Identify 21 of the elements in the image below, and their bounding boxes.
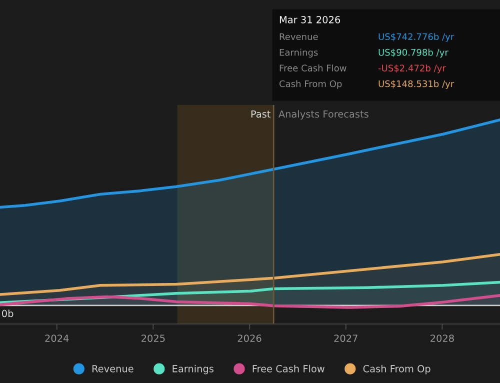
text: Mar 31 2026 [280, 16, 340, 24]
annotation: 0b [2, 310, 14, 318]
legend-label: Revenue [92, 365, 134, 372]
band-label: Past [251, 110, 270, 118]
x-tick-label: 2027 [334, 334, 358, 342]
text: -US$2.472b /yr [378, 64, 446, 74]
text: Earnings [280, 48, 318, 58]
legend-label: Free Cash Flow [252, 364, 324, 372]
x-tick-label: 2024 [45, 334, 69, 342]
ref-line-label: Analysts Forecasts [278, 110, 368, 120]
text: Free Cash Flow [280, 64, 346, 72]
text: Revenue [280, 33, 318, 40]
text: US$742.776b /yr [378, 33, 454, 42]
text: US$148.531b /yr [378, 80, 454, 89]
x-tick-label: 2028 [430, 334, 454, 342]
x-tick-label: 2025 [142, 334, 165, 342]
legend-label: Cash From Op [363, 364, 430, 374]
text: Cash From Op [280, 80, 342, 89]
legend-label: Earnings [172, 364, 214, 374]
x-tick-label: 2026 [238, 334, 262, 342]
text: US$90.798b /yr [378, 48, 448, 58]
